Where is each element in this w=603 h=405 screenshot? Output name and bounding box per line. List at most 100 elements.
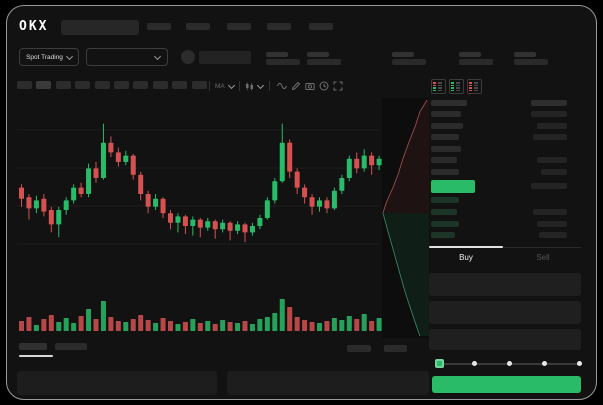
orderbook-ask-row[interactable] <box>431 157 457 164</box>
book-icon-row <box>433 84 444 86</box>
candle-body <box>361 155 367 169</box>
candle-body <box>287 142 293 172</box>
orderbook-ask-row[interactable] <box>431 111 461 117</box>
candle-body <box>93 168 99 178</box>
nav-item-placeholder[interactable] <box>227 23 251 30</box>
camera-icon[interactable] <box>305 81 315 91</box>
last-price-badge[interactable] <box>431 180 475 193</box>
coin-avatar <box>181 50 195 64</box>
candle-body <box>100 142 106 178</box>
timeframe-button[interactable] <box>75 81 91 89</box>
search-input[interactable] <box>61 20 139 35</box>
volume-bar <box>212 324 218 331</box>
timeframe-button[interactable] <box>172 81 188 89</box>
chart-type-selector[interactable] <box>245 81 265 91</box>
indicator-selector[interactable]: MA <box>215 81 235 91</box>
candle-body <box>145 194 151 207</box>
book-bids-icon[interactable] <box>449 79 464 94</box>
book-asks-icon[interactable] <box>467 79 482 94</box>
orderbook-bid-row[interactable] <box>431 220 459 227</box>
orderbook-ask-amount <box>537 157 567 164</box>
chart-footer-control-placeholder[interactable] <box>384 345 407 352</box>
price-field-placeholder[interactable] <box>429 273 581 296</box>
timeframe-button[interactable] <box>94 81 110 89</box>
book-combined-icon[interactable] <box>431 79 446 94</box>
pencil-icon[interactable] <box>291 81 301 91</box>
slider-stop[interactable] <box>507 361 512 366</box>
book-icon-row <box>451 82 462 84</box>
orderbook-ask-row[interactable] <box>431 122 463 129</box>
tab-sell[interactable]: Sell <box>536 253 550 262</box>
volume-bar <box>294 317 300 331</box>
indicator-label: MA <box>215 82 225 90</box>
book-icon-row <box>469 87 480 89</box>
ticker-stat-value-placeholder <box>459 59 493 65</box>
total-field-placeholder[interactable] <box>429 329 581 350</box>
book-icon-row <box>451 84 462 86</box>
timeframe-button[interactable] <box>133 81 149 89</box>
timeframe-button[interactable] <box>152 81 168 89</box>
okx-logo[interactable]: OKX <box>19 19 49 34</box>
orderbook-bid-row[interactable] <box>431 197 459 203</box>
depth-ask-line <box>382 99 428 214</box>
candle-body <box>376 158 382 166</box>
bottom-tab-active-placeholder[interactable] <box>19 343 47 350</box>
slider-stop[interactable] <box>542 361 547 366</box>
tab-buy[interactable]: Buy <box>459 253 473 262</box>
candle-body <box>272 181 278 201</box>
timeframe-button[interactable] <box>114 81 129 89</box>
volume-bar <box>182 322 188 331</box>
timeframe-button[interactable] <box>36 81 52 89</box>
slider-stop[interactable] <box>472 361 477 366</box>
candle-body <box>71 187 77 201</box>
wave-line-icon[interactable] <box>277 81 287 91</box>
market-type-selector[interactable]: Spot Trading <box>19 48 79 66</box>
volume-bar <box>41 319 47 331</box>
volume-bar <box>26 317 32 331</box>
buy-tab-underline <box>429 246 503 248</box>
candle-body <box>205 221 211 228</box>
depth-bid-line <box>382 212 421 337</box>
volume-bar <box>93 319 99 331</box>
orderbook-amount-header-placeholder <box>531 100 567 106</box>
orderbook-ask-row[interactable] <box>431 169 459 175</box>
slider-stop[interactable] <box>577 361 582 366</box>
volume-bar <box>376 318 382 331</box>
candle-body <box>249 226 255 233</box>
chevron-down-icon <box>227 81 235 89</box>
volume-bar <box>361 314 367 331</box>
nav-item-placeholder[interactable] <box>147 23 171 30</box>
nav-item-placeholder[interactable] <box>186 23 210 30</box>
timeframe-button[interactable] <box>17 81 32 89</box>
ticker-stat-value-placeholder <box>266 59 300 65</box>
amount-field-placeholder[interactable] <box>429 301 581 324</box>
orderbook-ask-row[interactable] <box>431 134 459 141</box>
orderbook-bid-row[interactable] <box>431 208 457 215</box>
orderbook-ask-amount <box>541 169 567 175</box>
orderbook-bid-amount <box>539 232 567 239</box>
buy-submit-button[interactable] <box>432 376 581 393</box>
candle-body <box>26 197 32 209</box>
volume-bar <box>197 323 203 331</box>
fullscreen-icon[interactable] <box>333 81 343 91</box>
chart-footer-control-placeholder[interactable] <box>347 345 371 352</box>
candle-body <box>33 200 39 209</box>
candle-body <box>227 222 233 231</box>
book-icon-row <box>469 84 480 86</box>
orderbook-bid-row[interactable] <box>431 232 455 239</box>
clock-icon[interactable] <box>319 81 329 91</box>
book-icon-row <box>451 87 462 89</box>
timeframe-button[interactable] <box>191 81 207 89</box>
book-icon-row <box>469 82 480 84</box>
nav-item-placeholder[interactable] <box>309 23 333 30</box>
price-chart[interactable] <box>17 98 429 338</box>
bottom-tab-placeholder[interactable] <box>55 343 87 350</box>
orderbook-ask-row[interactable] <box>431 145 461 152</box>
slider-handle[interactable] <box>435 359 444 368</box>
timeframe-button[interactable] <box>55 81 71 89</box>
volume-bar <box>145 320 151 331</box>
pair-selector[interactable] <box>86 48 168 66</box>
candle-body <box>302 187 308 198</box>
nav-item-placeholder[interactable] <box>267 23 291 30</box>
app-window: OKX Spot Trading MA <box>6 5 597 400</box>
